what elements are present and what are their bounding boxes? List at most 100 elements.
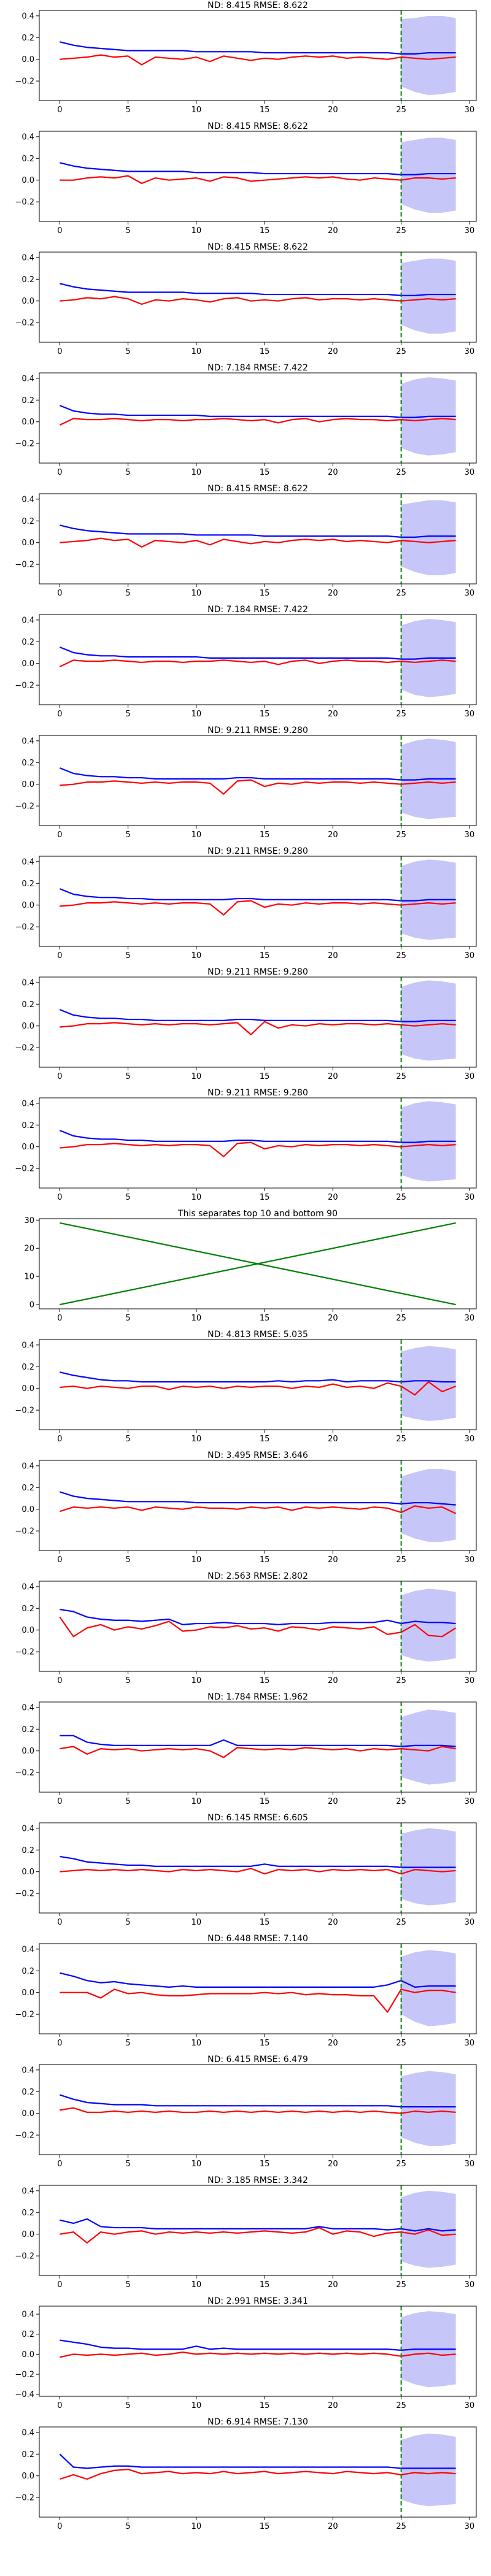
x-tick-label: 30 bbox=[465, 1797, 475, 1806]
x-tick-label: 0 bbox=[57, 1072, 62, 1081]
forecast-uncertainty-band bbox=[401, 1589, 456, 1662]
x-tick-label: 20 bbox=[328, 2039, 338, 2048]
x-tick-label: 5 bbox=[125, 2039, 130, 2048]
chart-title: ND: 9.211 RMSE: 9.280 bbox=[207, 846, 308, 856]
y-tick-label: 0.4 bbox=[21, 978, 34, 987]
forecast-series-line bbox=[59, 1130, 456, 1143]
x-tick-label: 20 bbox=[328, 1676, 338, 1685]
chart-panel: ND: 9.211 RMSE: 9.280 0 5 10 15 20 25 30 0.4 0.2 0… bbox=[15, 967, 477, 1081]
x-tick-label: 30 bbox=[465, 468, 475, 477]
plot-area bbox=[59, 735, 456, 826]
x-tick-label: 10 bbox=[191, 105, 202, 115]
x-tick-label: 30 bbox=[465, 1555, 475, 1565]
x-tick-label: 30 bbox=[465, 105, 475, 115]
x-tick-label: 15 bbox=[260, 2039, 270, 2048]
y-tick-label: 0.4 bbox=[21, 1341, 34, 1350]
x-tick-label: 25 bbox=[396, 2280, 406, 2290]
axes-frame bbox=[39, 1339, 477, 1430]
axes-frame bbox=[39, 856, 477, 947]
chart-title: ND: 7.184 RMSE: 7.422 bbox=[207, 605, 308, 615]
x-tick-label: 15 bbox=[260, 1072, 270, 1081]
axes-frame bbox=[39, 614, 477, 705]
forecast-series-line bbox=[59, 646, 456, 660]
x-tick-label: 0 bbox=[57, 1676, 62, 1685]
x-tick-label: 20 bbox=[328, 1072, 338, 1081]
x-tick-label: 20 bbox=[328, 468, 338, 477]
axes-frame bbox=[39, 1218, 477, 1309]
x-tick-label: 0 bbox=[57, 951, 62, 960]
axes-frame bbox=[39, 10, 477, 101]
y-tick-label: 0.4 bbox=[21, 616, 34, 625]
forecast-series-line bbox=[60, 1972, 456, 1988]
x-tick-label: 25 bbox=[396, 2160, 406, 2169]
x-tick-label: 15 bbox=[260, 105, 270, 115]
x-tick-label: 15 bbox=[260, 2401, 270, 2410]
x-tick-label: 10 bbox=[191, 710, 202, 719]
y-tick-label: 0.2 bbox=[21, 880, 34, 889]
y-tick-label: 0.0 bbox=[21, 418, 34, 427]
plot-area bbox=[59, 2427, 456, 2517]
target-series-line bbox=[60, 2352, 456, 2358]
y-tick-label: −0.2 bbox=[15, 2494, 34, 2503]
forecast-uncertainty-band bbox=[401, 1346, 456, 1421]
x-tick-label: 10 bbox=[191, 830, 202, 840]
chart-panel: ND: 4.813 RMSE: 5.035 0 5 10 15 20 25 30 0.4 0.2 0… bbox=[15, 1330, 477, 1444]
x-tick-label: 15 bbox=[260, 1435, 270, 1444]
x-tick-label: 20 bbox=[328, 2401, 338, 2410]
chart-panel: ND: 7.184 RMSE: 7.422 0 5 10 15 20 25 30 0.4 0.2 0… bbox=[15, 363, 477, 477]
x-tick-label: 25 bbox=[396, 105, 406, 115]
chart-title: ND: 3.495 RMSE: 3.646 bbox=[207, 1451, 308, 1460]
x-tick-label: 15 bbox=[260, 468, 270, 477]
axes-frame bbox=[39, 1822, 477, 1914]
x-tick-label: 30 bbox=[465, 589, 475, 598]
y-tick-label: −0.2 bbox=[15, 2252, 34, 2261]
forecast-series-line bbox=[60, 162, 456, 175]
x-tick-label: 25 bbox=[396, 830, 406, 840]
x-tick-label: 25 bbox=[396, 226, 406, 236]
x-tick-label: 15 bbox=[260, 1918, 270, 1927]
chart-panel: ND: 9.211 RMSE: 9.280 0 5 10 15 20 25 30 0.4 0.2 0… bbox=[15, 726, 477, 840]
target-series-line bbox=[60, 175, 456, 185]
x-tick-label: 10 bbox=[191, 2280, 202, 2290]
chart-title: ND: 9.211 RMSE: 9.280 bbox=[207, 967, 308, 977]
forecast-series-line bbox=[60, 2339, 456, 2351]
target-series-line bbox=[60, 54, 456, 66]
x-tick-label: 25 bbox=[396, 1918, 406, 1927]
x-tick-label: 20 bbox=[328, 2160, 338, 2169]
chart-title: This separates top 10 and bottom 90 bbox=[177, 1209, 338, 1219]
x-tick-label: 5 bbox=[125, 1072, 130, 1081]
forecast-series-line bbox=[59, 767, 456, 781]
axes-frame bbox=[39, 1581, 477, 1672]
x-tick-label: 20 bbox=[328, 2280, 338, 2290]
chart-panel: ND: 2.991 RMSE: 3.341 0 5 10 15 20 25 30 0.4 0.2 0… bbox=[15, 2296, 477, 2410]
x-tick-label: 0 bbox=[57, 1797, 62, 1806]
x-tick-label: 30 bbox=[465, 1072, 475, 1081]
x-tick-label: 10 bbox=[191, 1314, 202, 1323]
x-tick-label: 25 bbox=[396, 710, 406, 719]
y-tick-label: 0.2 bbox=[21, 1484, 34, 1493]
y-tick-label: −0.2 bbox=[15, 1769, 34, 1778]
x-tick-label: 15 bbox=[260, 226, 270, 236]
plot-area bbox=[60, 1340, 457, 1430]
x-tick-label: 20 bbox=[328, 1314, 338, 1323]
x-tick-label: 20 bbox=[328, 105, 338, 115]
plot-area bbox=[60, 1823, 456, 1913]
y-tick-label: −0.2 bbox=[15, 1165, 34, 1174]
target-series-line bbox=[60, 1988, 456, 2013]
x-tick-label: 30 bbox=[465, 347, 475, 356]
x-tick-label: 30 bbox=[465, 830, 475, 840]
x-tick-label: 25 bbox=[396, 1435, 406, 1444]
y-tick-label: −0.2 bbox=[15, 77, 34, 86]
axes-frame bbox=[39, 1701, 477, 1793]
x-tick-label: 15 bbox=[260, 1314, 270, 1323]
x-tick-label: 30 bbox=[465, 226, 475, 236]
x-tick-label: 20 bbox=[328, 1797, 338, 1806]
x-tick-label: 5 bbox=[125, 589, 130, 598]
chart-title: ND: 1.784 RMSE: 1.962 bbox=[207, 1692, 308, 1702]
x-tick-label: 0 bbox=[57, 589, 62, 598]
axes-frame bbox=[39, 976, 477, 1068]
y-tick-label: 0.2 bbox=[21, 1121, 34, 1130]
x-tick-label: 5 bbox=[125, 226, 130, 236]
target-series-line bbox=[60, 1381, 457, 1396]
forecast-series-line bbox=[60, 524, 456, 538]
